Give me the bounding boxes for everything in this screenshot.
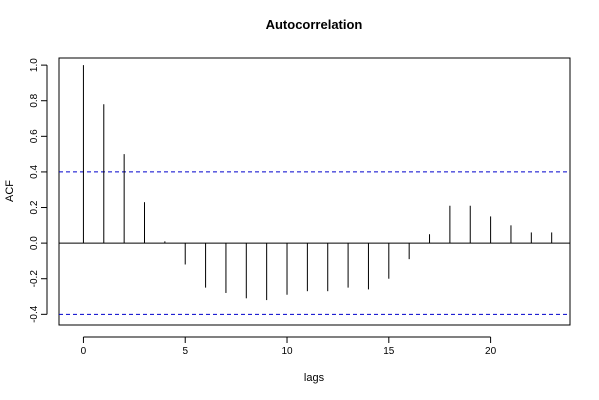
x-axis-label: lags — [304, 372, 325, 384]
y-tick-label: 0.0 — [29, 236, 40, 250]
chart-title: Autocorrelation — [266, 17, 363, 32]
x-tick-label: 0 — [81, 346, 87, 357]
x-axis: 0 5 10 15 20 — [81, 336, 497, 357]
acf-bars — [82, 65, 553, 301]
y-tick-label: -0.4 — [29, 305, 40, 323]
y-tick-label: 0.2 — [29, 200, 40, 214]
x-tick-label: 5 — [182, 346, 188, 357]
y-tick-label: 0.8 — [29, 93, 40, 107]
y-tick-label: 0.6 — [29, 129, 40, 143]
y-axis-label: ACF — [4, 180, 16, 202]
x-tick-label: 20 — [485, 346, 497, 357]
y-tick-label: 0.4 — [29, 165, 40, 179]
y-axis: -0.4 -0.2 0.0 0.2 0.4 0.6 0.8 1.0 — [29, 58, 48, 323]
y-tick-label: 1.0 — [29, 58, 40, 72]
x-tick-label: 10 — [281, 346, 293, 357]
plot-frame — [58, 57, 571, 326]
x-tick-label: 15 — [383, 346, 395, 357]
confidence-bounds — [59, 171, 570, 315]
y-tick-label: -0.2 — [29, 270, 40, 288]
